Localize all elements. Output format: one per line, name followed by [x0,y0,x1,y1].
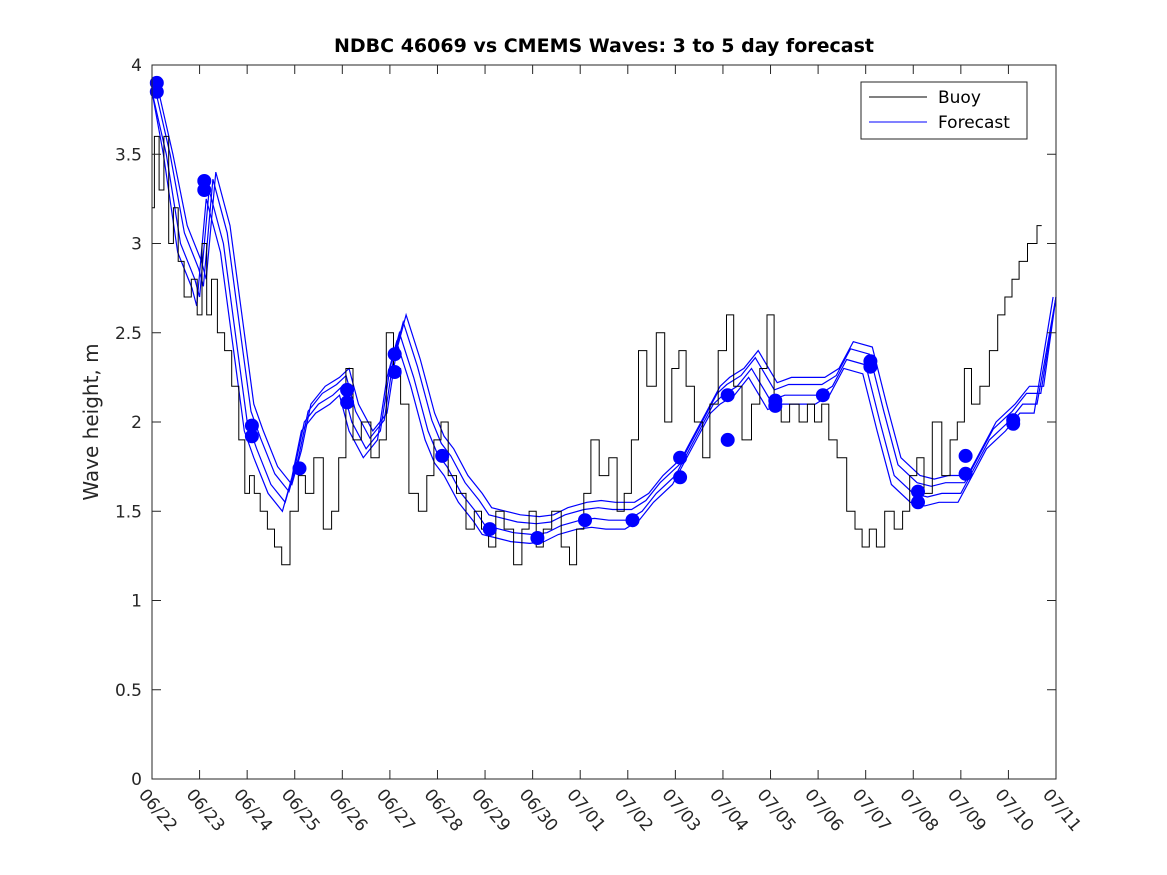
x-tick-label: 07/05 [753,785,800,835]
x-tick-label: 06/23 [182,785,229,835]
y-tick-label: 2 [131,413,142,433]
y-tick-label: 1.5 [115,502,142,522]
forecast-marker [197,183,212,197]
forecast-marker [673,470,688,485]
x-tick-label: 06/24 [229,785,276,835]
x-tick-label: 07/08 [895,785,942,835]
forecast-marker [292,461,307,476]
forecast-marker [244,429,259,444]
y-axis-label: Wave height, m [79,343,103,500]
legend-buoy-label: Buoy [938,88,981,108]
y-tick-label: 1 [131,592,142,612]
forecast-marker [149,84,164,99]
y-tick-label: 0.5 [115,681,142,701]
x-tick-label: 07/09 [943,785,990,835]
y-axis: 0 0.5 1 1.5 2 2.5 3 3.5 4 [115,56,1056,790]
forecast-marker [387,347,402,362]
forecast-line [151,91,1054,545]
legend: Buoy Forecast [860,81,1028,140]
legend-box [860,81,1028,140]
x-tick-label: 06/27 [372,785,419,835]
legend-forecast-label: Forecast [938,113,1010,133]
y-tick-label: 2.5 [115,324,142,344]
x-tick-label: 07/03 [658,785,705,835]
x-tick-label: 07/11 [1038,785,1085,835]
forecast-marker [911,495,925,510]
forecast-marker [530,531,545,545]
x-tick-label: 07/02 [610,785,657,835]
x-tick-label: 06/28 [420,785,467,835]
buoy-line [152,135,1042,566]
x-tick-label: 07/04 [705,785,752,835]
x-tick-label: 06/29 [467,785,514,835]
x-tick-label: 06/25 [277,785,324,835]
forecast-marker [720,388,735,403]
y-tick-label: 4 [131,56,142,76]
forecast-marker [720,432,735,447]
forecast-line [151,91,1057,536]
x-tick-label: 07/10 [991,785,1038,835]
forecast-marker [578,513,592,528]
forecast-marker [958,466,973,481]
forecast-marker [340,382,355,397]
x-tick-label: 07/01 [562,785,609,835]
chart-title: NDBC 46069 vs CMEMS Waves: 3 to 5 day fo… [334,35,874,57]
forecast-line [155,91,1057,525]
forecast-marker [340,395,355,410]
forecast-marker [815,388,830,403]
forecast-marker [625,513,640,528]
y-tick-label: 3 [131,235,142,255]
forecast-marker [435,448,450,463]
forecast-marker [482,522,497,537]
x-tick-label: 06/26 [324,785,371,835]
buoy-series [152,135,1042,566]
forecast-marker [387,365,402,379]
forecast-marker [958,448,973,463]
forecast-marker [1006,416,1021,431]
forecast-marker [768,398,783,413]
y-tick-label: 3.5 [115,145,142,165]
x-tick-label: 07/06 [800,785,847,835]
x-tick-label: 06/30 [515,785,562,835]
plot-area [152,65,1056,779]
forecast-marker [673,450,688,465]
x-tick-label: 07/07 [848,785,895,835]
forecast-markers [149,75,1021,545]
forecast-marker [863,359,878,374]
y-tick-label: 0 [131,770,142,790]
x-tick-label: 06/22 [134,785,181,835]
